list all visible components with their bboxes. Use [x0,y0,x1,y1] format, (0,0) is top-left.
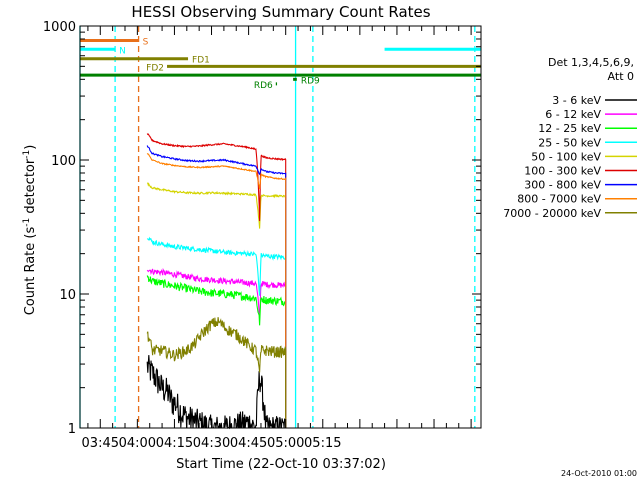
flag-label-fd1: FD1 [192,56,210,66]
flag-label-n: N [119,46,126,56]
series-trace-0 [146,355,287,430]
y-axis-label-mid: detector [23,158,38,218]
series-trace-4 [146,182,287,428]
legend-label: 7000 - 20000 keV [503,207,601,220]
legend-label: 12 - 25 keV [538,122,601,135]
legend-label: 6 - 12 keV [545,108,601,121]
y-tick-label: 1 [68,422,76,437]
x-tick-label: 04:45 [230,436,267,451]
legend-header-detectors: Det 1,3,4,5,6,9, [548,56,634,69]
footer-timestamp: 24-Oct-2010 01:00 [561,469,637,478]
x-tick-label: 05:00 [267,436,304,451]
series-trace-3 [146,236,287,428]
series-trace-8 [146,317,287,428]
flag-label-rd6: RD6 [254,81,273,91]
y-axis-label: Count Rate (s-1 detector-1) [22,145,38,316]
x-axis-label: Start Time (22-Oct-10 03:37:02) [176,457,386,472]
legend-label: 50 - 100 keV [531,150,601,163]
x-tick-label: 04:15 [156,436,193,451]
flag-label-s: S [143,37,149,47]
y-axis-label-end: ) [23,145,38,150]
y-axis-label-sup2: -1 [22,150,32,159]
series-trace-2 [146,275,287,428]
x-tick-label: 03:45 [82,436,119,451]
y-tick-label: 1000 [43,20,76,35]
flag-label-rd9: RD9 [301,76,320,86]
legend-label: 25 - 50 keV [538,136,601,149]
series-trace-6 [146,145,287,428]
series-trace-7 [146,153,287,428]
x-tick-label: 05:15 [304,436,341,451]
legend-label: 300 - 800 keV [524,179,601,192]
series-trace-5 [146,133,287,428]
legend-label: 100 - 300 keV [524,165,601,178]
series-trace-1 [146,267,287,428]
chart-title: HESSI Observing Summary Count Rates [131,3,430,21]
y-tick-label: 100 [51,154,76,169]
y-axis-label-sup1: -1 [22,218,32,227]
legend-header-attenuator: Att 0 [608,70,634,83]
y-axis-label-main: Count Rate (s [23,227,38,316]
x-tick-label: 04:30 [193,436,230,451]
flag-label-fd2: FD2 [146,63,164,73]
legend-label: 800 - 7000 keV [517,193,601,206]
legend-label: 3 - 6 keV [552,94,601,107]
y-tick-label: 10 [59,288,76,303]
plot-frame [79,25,482,429]
x-tick-label: 04:00 [119,436,156,451]
